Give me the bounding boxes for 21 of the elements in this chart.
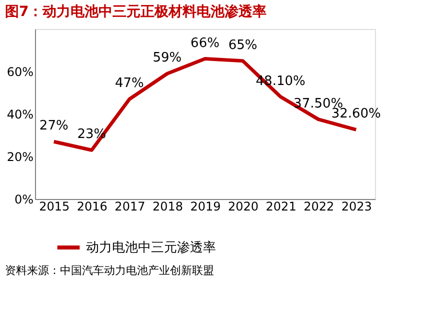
text: 资料来源：中国汽车动力电池产业创新联盟 (5, 264, 214, 277)
x-tick-label: 2015 (39, 200, 70, 214)
x-tick-label: 2020 (228, 200, 259, 214)
y-tick-label: 0% (14, 192, 34, 206)
x-tick-label: 2017 (114, 200, 146, 214)
x-tick-label: 2023 (341, 200, 372, 214)
data-label: 66% (190, 36, 220, 51)
x-tick-label: 2019 (190, 200, 221, 214)
data-label: 27% (39, 118, 68, 134)
data-label: 47% (114, 76, 144, 92)
legend-label: 动力电池中三元渗透率 (86, 240, 216, 256)
x-tick-label: 2021 (266, 200, 296, 214)
chart-title: 图7：动力电池中三元正极材料电池渗透率 (5, 3, 267, 20)
y-tick-label: 40% (6, 108, 34, 122)
y-tick-label: 60% (6, 65, 34, 79)
data-label: 59% (152, 50, 182, 66)
data-label: 65% (228, 38, 258, 53)
x-tick-label: 2018 (152, 200, 183, 214)
x-tick-label: 2022 (304, 200, 334, 214)
x-tick-label: 2016 (76, 200, 108, 214)
y-tick-label: 20% (6, 150, 34, 164)
